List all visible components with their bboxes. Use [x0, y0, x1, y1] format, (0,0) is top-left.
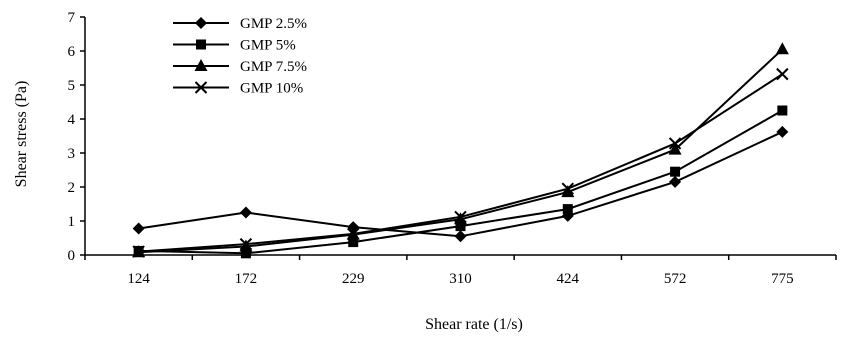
legend-item: GMP 10%	[173, 81, 303, 97]
legend-label: GMP 5%	[240, 38, 296, 54]
series-0-point	[132, 222, 145, 235]
y-tick-label: 1	[68, 214, 76, 230]
series-0-point	[239, 206, 252, 219]
series-2-point	[668, 142, 682, 155]
x-tick-label: 229	[342, 271, 365, 287]
x-tick-label: 310	[449, 271, 472, 287]
y-tick-label: 6	[68, 44, 76, 60]
series-1-point	[777, 105, 788, 116]
series-1-point	[455, 221, 466, 232]
x-tick-label: 572	[664, 271, 687, 287]
y-tick-label: 4	[68, 112, 76, 128]
legend-label: GMP 2.5%	[240, 16, 307, 32]
series-0-point	[776, 125, 789, 138]
chart-axes	[80, 16, 837, 260]
series-0-point	[669, 175, 682, 188]
legend-item: GMP 5%	[173, 38, 296, 54]
y-tick-label: 2	[68, 180, 76, 196]
series-markers	[132, 42, 789, 259]
series-3-point	[132, 245, 145, 258]
x-tick-label: 424	[557, 271, 580, 287]
y-tick-label: 5	[68, 78, 76, 94]
series-3-point	[561, 182, 574, 195]
y-axis-title: Shear stress (Pa)	[13, 81, 30, 188]
series-3-point	[239, 237, 253, 251]
series-3-point	[347, 227, 360, 241]
series-2-point	[775, 42, 789, 55]
x-tick-label: 124	[127, 271, 150, 287]
x-axis-title: Shear rate (1/s)	[425, 316, 523, 333]
x-tick-label: 775	[771, 271, 794, 287]
legend-label: GMP 7.5%	[240, 59, 307, 75]
legend-marker	[196, 39, 206, 50]
series-1-point	[562, 204, 573, 215]
legend-marker	[194, 59, 208, 71]
series-1-point	[348, 237, 359, 248]
tick-labels: 0 1 2 3 4 5 6 7 124 172 229 310 424 572 775	[68, 10, 794, 287]
series-1-point	[240, 248, 251, 259]
legend-marker	[194, 81, 208, 94]
y-tick-label: 7	[68, 10, 76, 26]
series-1-point	[670, 166, 681, 177]
series-0-point	[454, 230, 467, 243]
series-3-point	[668, 137, 682, 150]
series-2-point	[561, 185, 575, 198]
legend-label: GMP 10%	[240, 81, 303, 97]
series-3-point	[454, 210, 467, 224]
y-tick-label: 3	[68, 146, 76, 162]
y-tick-label: 0	[68, 248, 76, 264]
legend-item: GMP 7.5%	[173, 59, 307, 75]
series-3-point	[776, 67, 789, 81]
legend-marker	[195, 17, 207, 29]
x-tick-label: 172	[235, 271, 258, 287]
legend-item: GMP 2.5%	[173, 16, 307, 32]
legend: GMP 2.5% GMP 5% GMP 7.5% GMP 10%	[173, 16, 307, 97]
